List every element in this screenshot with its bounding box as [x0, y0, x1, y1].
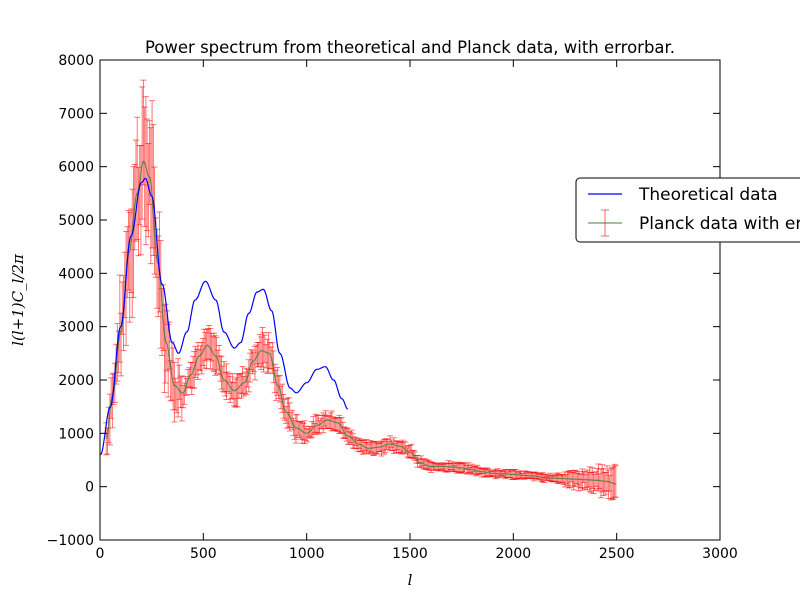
y-tick-label: 2000 [58, 373, 94, 389]
y-tick-label: 0 [85, 480, 94, 496]
x-tick-label: 0 [96, 546, 105, 562]
x-tick-label: 2000 [496, 546, 532, 562]
y-tick-label: 7000 [58, 106, 94, 122]
y-axis-label: l(l+1)C_l/2π [9, 253, 27, 346]
x-tick-label: 500 [190, 546, 217, 562]
x-tick-label: 2500 [599, 546, 635, 562]
plot-area [100, 79, 619, 501]
chart-title: Power spectrum from theoretical and Plan… [145, 38, 675, 57]
y-tick-label: 6000 [58, 160, 94, 176]
legend-theory-label: Theoretical data [638, 185, 778, 205]
y-tick-label: 8000 [58, 53, 94, 69]
y-tick-label: 4000 [58, 266, 94, 282]
planck-errorbars [103, 79, 619, 501]
y-tick-label: 3000 [58, 320, 94, 336]
x-tick-label: 1000 [289, 546, 325, 562]
planck-series-line [105, 160, 617, 485]
y-tick-label: −1000 [47, 533, 94, 549]
x-tick-label: 3000 [702, 546, 738, 562]
legend-box [575, 177, 800, 243]
y-axis: −1000 0 1000 2000 3000 4000 5000 6000 7000 8000 [47, 53, 720, 549]
legend-planck-swatch [588, 209, 622, 237]
x-axis-label: l [408, 571, 413, 589]
legend-planck-label: Planck data with errorbar [639, 214, 800, 234]
x-axis: 0 500 1000 1500 2000 2500 3000 [96, 60, 738, 562]
y-tick-label: 5000 [58, 213, 94, 229]
legend: Theoretical data Planck data with errorb… [575, 177, 800, 243]
theory-series-line [100, 177, 349, 456]
x-tick-label: 1500 [392, 546, 428, 562]
y-tick-label: 1000 [58, 426, 94, 442]
